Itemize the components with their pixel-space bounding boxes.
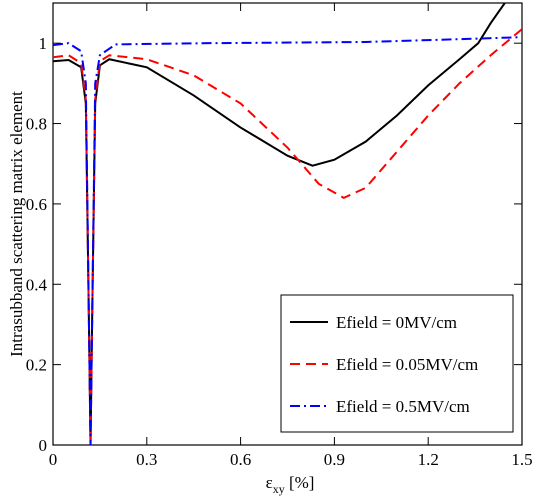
y-tick-label: 0.6 <box>26 195 47 214</box>
x-label-unit: [%] <box>285 473 315 492</box>
y-tick-label: 0.4 <box>26 275 48 294</box>
legend-label: Efield = 0MV/cm <box>336 313 457 332</box>
x-label-sub: xy <box>273 482 285 496</box>
y-tick-label: 0.2 <box>26 356 47 375</box>
x-axis-label: εxy [%] <box>266 473 315 496</box>
x-tick-label: 0.6 <box>230 450 251 469</box>
x-tick-label: 1.5 <box>511 450 532 469</box>
y-tick-label: 0.8 <box>26 115 47 134</box>
y-tick-label: 0 <box>39 436 48 455</box>
data-line <box>53 36 522 445</box>
plot-frame <box>52 2 523 446</box>
x-tick-label: 0.3 <box>136 450 157 469</box>
y-axis-label: Intrasubband scattering matrix element <box>7 91 26 357</box>
legend-label: Efield = 0.5MV/cm <box>336 397 470 416</box>
y-tick-label: 1 <box>39 34 48 53</box>
data-line <box>53 3 506 445</box>
x-tick-label: 1.2 <box>418 450 439 469</box>
legend-label: Efield = 0.05MV/cm <box>336 355 478 374</box>
x-tick-label: 0 <box>49 450 58 469</box>
x-tick-label: 0.9 <box>324 450 345 469</box>
legend-box <box>280 294 514 433</box>
data-line <box>53 28 522 445</box>
x-label-main: ε <box>266 473 273 492</box>
